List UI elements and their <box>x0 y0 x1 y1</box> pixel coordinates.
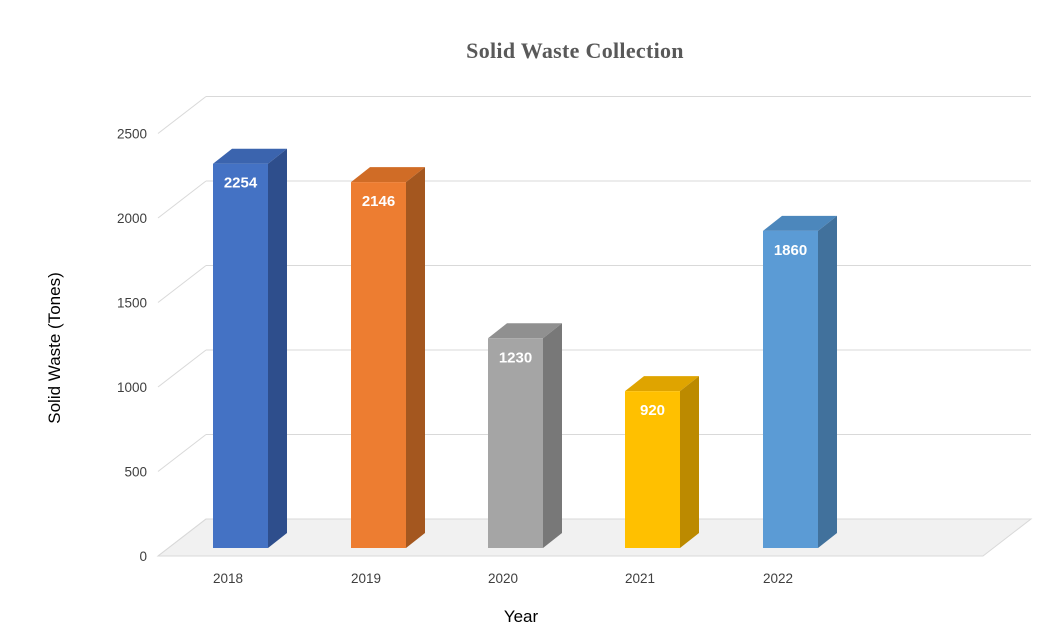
bar-value-label-2019: 2146 <box>362 193 395 210</box>
bar-value-label-2022: 1860 <box>774 242 807 259</box>
x-category-label-2020: 2020 <box>488 571 518 586</box>
gridline-depth-2500 <box>157 96 207 134</box>
y-axis-title: Solid Waste (Tones) <box>45 272 64 424</box>
gridline-depth-1000 <box>157 349 207 388</box>
bar-top-face-2020 <box>488 323 562 339</box>
bar-top-face-2022 <box>763 215 837 231</box>
bar-2018 <box>213 163 268 548</box>
y-tick-label-2500: 2500 <box>117 127 147 142</box>
bar-value-label-2020: 1230 <box>499 349 532 366</box>
y-tick-label-1000: 1000 <box>117 380 147 395</box>
bar-2019 <box>351 182 406 548</box>
bar-side-face-2018 <box>268 148 287 548</box>
x-category-label-2022: 2022 <box>763 571 793 586</box>
x-category-label-2018: 2018 <box>213 571 243 586</box>
chart-floor <box>156 518 1033 557</box>
y-tick-label-2000: 2000 <box>117 211 147 226</box>
bar-2021 <box>625 391 680 548</box>
bar-side-face-2021 <box>680 376 699 548</box>
y-tick-label-500: 500 <box>124 465 147 480</box>
bar-top-face-2019 <box>351 167 425 183</box>
bar-value-label-2021: 920 <box>640 402 665 419</box>
x-category-label-2019: 2019 <box>351 571 381 586</box>
y-tick-label-0: 0 <box>139 549 147 564</box>
x-axis-title: Year <box>503 607 539 626</box>
bar-value-label-2018: 2254 <box>224 175 258 192</box>
chart-title: Solid Waste Collection <box>466 38 684 63</box>
bar-side-face-2020 <box>543 323 562 548</box>
gridline-depth-0 <box>157 518 207 557</box>
bar-top-face-2021 <box>625 376 699 392</box>
bar-top-face-2018 <box>213 148 287 164</box>
gridline-depth-500 <box>157 434 207 472</box>
x-category-label-2021: 2021 <box>625 571 655 586</box>
bar-2020 <box>488 338 543 548</box>
bar-side-face-2019 <box>406 167 425 548</box>
gridline-depth-1500 <box>157 265 207 303</box>
bar-2022 <box>763 230 818 548</box>
y-tick-label-1500: 1500 <box>117 296 147 311</box>
gridline-depth-2000 <box>157 180 207 219</box>
bar-side-face-2022 <box>818 215 837 548</box>
